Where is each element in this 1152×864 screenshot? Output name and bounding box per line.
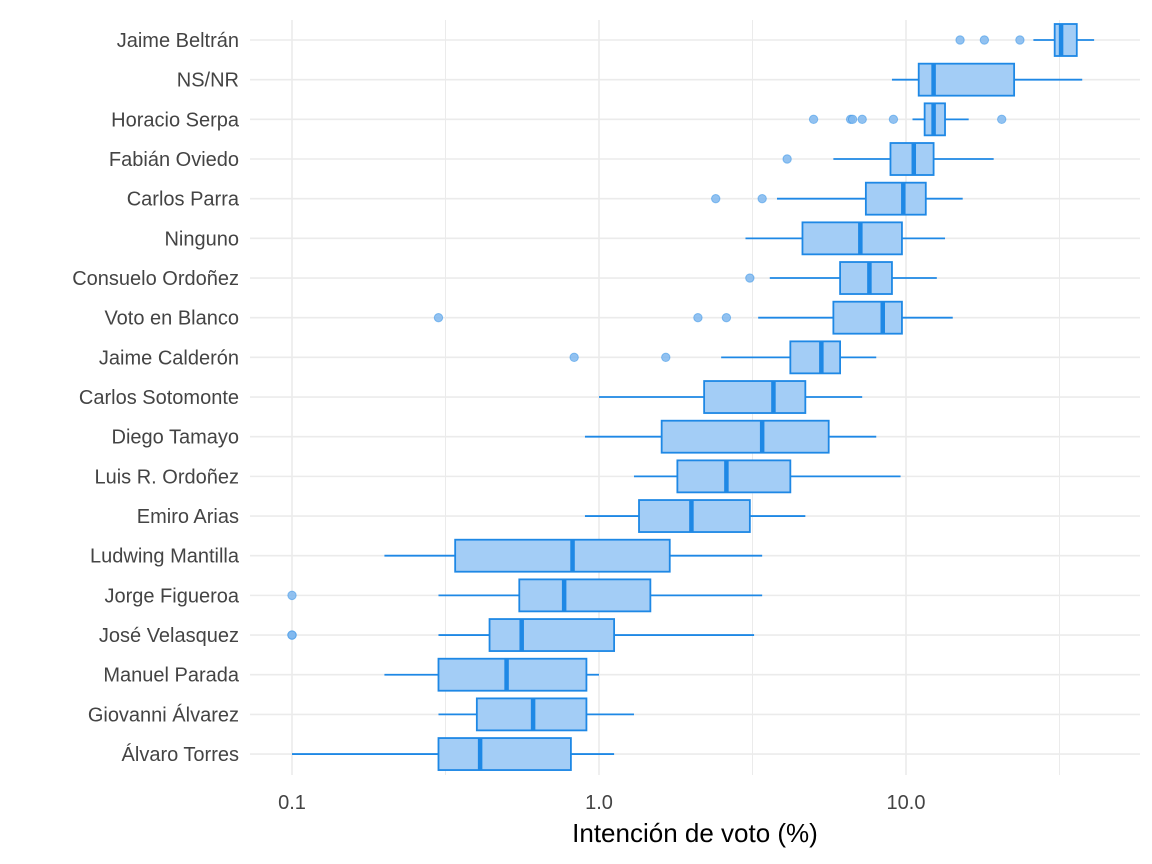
box-iqr [437, 657, 588, 692]
x-axis-title: Intención de voto (%) [572, 818, 818, 848]
box-7 [433, 300, 953, 335]
outlier-point [661, 352, 671, 363]
outlier-point [745, 273, 755, 283]
box-10 [584, 419, 877, 454]
y-axis-tick-labels: Jaime Beltrán NS/NR Horacio Serpa Fabián Ov… [72, 30, 240, 766]
box-18 [292, 737, 615, 771]
y-tick-label: NS/NR [177, 70, 239, 92]
outlier-point [857, 114, 867, 125]
box-4 [711, 181, 963, 216]
box-iqr [832, 300, 903, 335]
y-tick-label: José Velasquez [99, 625, 239, 647]
box-15 [287, 618, 755, 652]
y-tick-label: Carlos Sotomonte [79, 387, 239, 409]
outlier-point [287, 630, 297, 640]
outlier-point [782, 154, 792, 164]
box-9 [599, 380, 863, 414]
y-tick-label: Álvaro Torres [122, 743, 239, 766]
box-iqr [437, 737, 572, 771]
box-iqr [864, 181, 927, 216]
box-6 [745, 261, 937, 295]
y-tick-label: Fabián Oviedo [109, 149, 239, 171]
box-iqr [660, 419, 830, 454]
box-8 [569, 340, 877, 375]
box-12 [584, 499, 806, 533]
box-11 [633, 459, 901, 494]
outlier-point [693, 312, 703, 323]
x-axis-tick-labels: 0.1 1.0 10.0 [278, 792, 925, 814]
box-iqr [1053, 23, 1078, 57]
box-iqr [454, 538, 671, 573]
outlier-point [721, 312, 732, 323]
x-tick-label: 1.0 [585, 792, 613, 814]
box-iqr [789, 340, 841, 375]
y-tick-label: Jaime Calderón [99, 347, 239, 369]
outlier-point [569, 352, 579, 363]
outlier-point [888, 114, 899, 125]
y-tick-label: Jorge Figueroa [104, 585, 239, 607]
x-tick-label: 0.1 [278, 792, 306, 814]
outlier-point [808, 114, 819, 125]
box-iqr [638, 499, 751, 533]
y-tick-label: Horacio Serpa [111, 109, 240, 131]
box-17 [438, 697, 634, 732]
box-iqr [839, 261, 893, 295]
outlier-point [711, 193, 721, 204]
outlier-point [757, 193, 767, 204]
boxplots [287, 23, 1095, 771]
box-iqr [676, 459, 792, 494]
y-tick-label: Giovanni Álvarez [88, 703, 239, 726]
box-1 [891, 62, 1083, 97]
y-tick-label: Jaime Beltrán [117, 30, 239, 52]
box-16 [384, 657, 599, 692]
box-iqr [488, 618, 616, 652]
box-14 [287, 578, 763, 613]
box-iqr [801, 221, 903, 256]
outlier-point [1015, 35, 1025, 45]
y-tick-label: Ninguno [164, 228, 239, 250]
outlier-point [847, 114, 858, 125]
y-tick-label: Carlos Parra [127, 189, 240, 211]
y-tick-label: Consuelo Ordoñez [72, 268, 239, 290]
outlier-point [997, 114, 1007, 125]
box-13 [384, 538, 763, 573]
box-5 [745, 221, 946, 256]
y-tick-label: Diego Tamayo [112, 427, 239, 449]
y-tick-label: Ludwing Mantilla [90, 546, 240, 568]
box-3 [782, 142, 994, 176]
box-iqr [703, 380, 807, 414]
outlier-point [433, 312, 444, 323]
y-tick-label: Emiro Arias [137, 506, 239, 528]
box-0 [955, 23, 1095, 57]
y-tick-label: Voto en Blanco [104, 308, 239, 330]
outlier-point [955, 35, 965, 45]
box-2 [808, 102, 1007, 137]
x-tick-label: 10.0 [887, 792, 926, 814]
outlier-point [979, 35, 990, 45]
y-tick-label: Luis R. Ordoñez [94, 466, 239, 488]
y-tick-label: Manuel Parada [103, 665, 240, 687]
box-iqr [518, 578, 652, 613]
outlier-point [287, 590, 297, 601]
